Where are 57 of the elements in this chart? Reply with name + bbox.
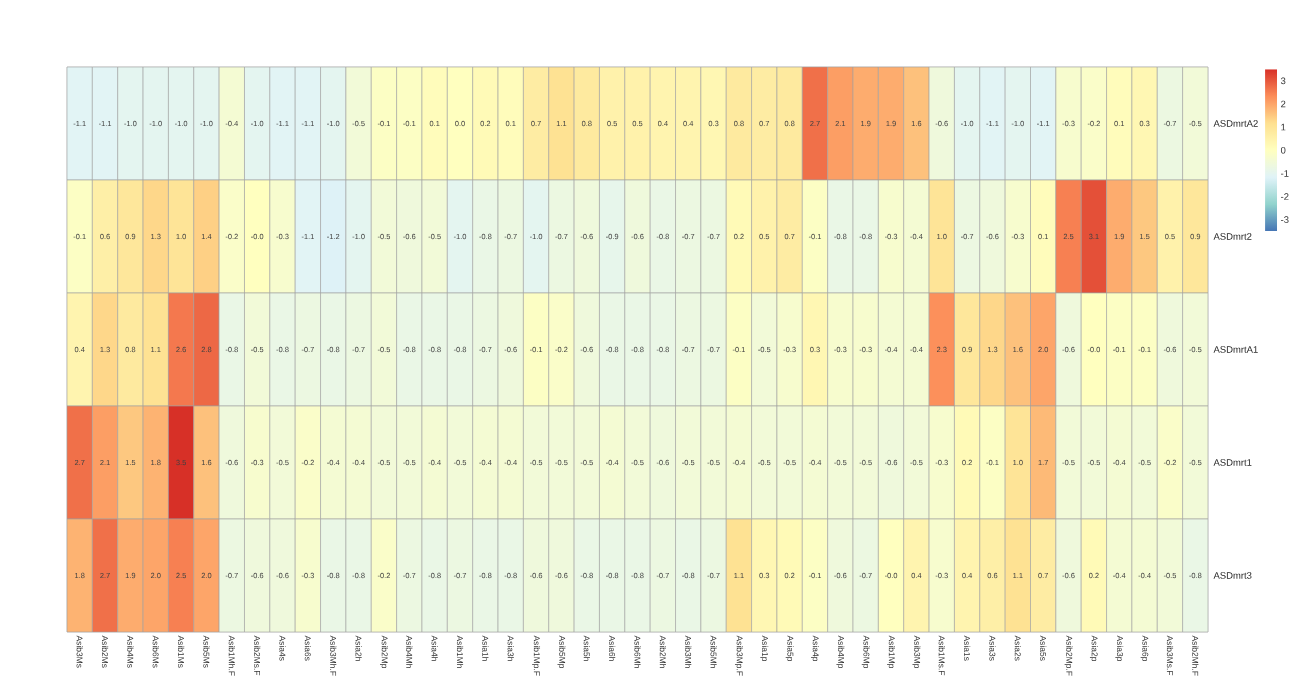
x-tick-label: Asia5h [583, 635, 590, 661]
x-tick-label: Asib3Ms [76, 635, 83, 668]
color-bar-label: 2 [1281, 100, 1286, 108]
x-tick-label: Asib1Mh.F [228, 635, 235, 676]
x-tick-label: Asib5Mp [557, 635, 566, 669]
x-tick-label: Asib1Mp.F [532, 635, 541, 676]
y-tick-label: ASDmrt3 [1213, 572, 1252, 579]
x-tick-label: Asib3Mh.F [330, 635, 337, 676]
x-tick-label: Asia2p [1089, 635, 1098, 662]
x-tick-label: Asia6p [1140, 635, 1149, 662]
x-tick-label: Asib6Ms [152, 635, 159, 668]
x-tick-label: Asib2Ms.F [254, 635, 261, 676]
x-tick-label: Asib1Mh [456, 635, 464, 668]
x-tick-label: Asia3s [989, 635, 996, 661]
color-bar-label: 0 [1280, 146, 1286, 154]
x-tick-label: Asib1Ms.F [938, 635, 945, 676]
x-tick-label: Asia1h [482, 635, 489, 661]
x-tick-label: Asia3h [507, 635, 514, 661]
x-tick-label: Asib1Ms [178, 635, 185, 668]
x-tick-label: Asia5p [785, 635, 794, 662]
x-tick-label: Asib6Mh [634, 635, 641, 668]
y-tick-label: ASDmrt1 [1213, 459, 1252, 466]
x-tick-label: Asia6s [304, 635, 311, 661]
x-tick-label: Asia3p [1115, 635, 1124, 662]
x-tick-label: Asib4Mp [836, 635, 845, 669]
x-tick-label: Asib4Mh [406, 635, 413, 668]
x-tick-label: Asia5s [1040, 635, 1047, 661]
x-tick-label: Asib3Mp.F [734, 635, 743, 676]
y-tick-label: ASDmrt2 [1213, 233, 1252, 240]
x-tick-label: Asia1p [760, 635, 769, 662]
x-tick-label: Asia6h [609, 635, 616, 661]
x-tick-label: Asia2s [1014, 635, 1021, 661]
color-bar-label: 3 [1280, 77, 1286, 85]
x-tick-label: Asib2Mh.F [1192, 635, 1199, 676]
color-bar-label: -1 [1280, 170, 1289, 177]
x-tick-label: Asia4p [811, 635, 819, 662]
x-tick-label: Asia4s [279, 635, 286, 661]
x-tick-label: Asib2Mp [380, 635, 388, 669]
color-bar-label: 1 [1281, 123, 1286, 131]
x-tick-label: Asib3Mh [685, 635, 692, 668]
x-tick-label: Asib1Mp [887, 635, 895, 669]
x-tick-label: Asib4Ms [127, 635, 134, 668]
x-tick-label: Asia4h [431, 635, 438, 661]
color-bar-label: -2 [1280, 193, 1289, 200]
x-tick-label: Asia1s [964, 635, 971, 661]
x-tick-label: Asib2Mh [659, 635, 666, 668]
x-tick-label: Asib5Mh [710, 635, 717, 668]
x-tick-label: Asia2h [355, 635, 362, 661]
x-tick-label: Asib3Mp [912, 635, 921, 669]
x-tick-label: Asib5Ms [203, 635, 210, 668]
x-tick-label: Asib3Ms.F [1166, 635, 1174, 676]
x-tick-label: Asib2Ms [101, 635, 109, 668]
color-bar-label: -3 [1280, 216, 1289, 224]
y-tick-label: ASDmrtA1 [1213, 346, 1258, 353]
x-tick-label: Asib6Mp [861, 635, 870, 669]
x-tick-label: Asib2Mp.F [1064, 635, 1073, 676]
y-tick-label: ASDmrtA2 [1213, 120, 1258, 127]
